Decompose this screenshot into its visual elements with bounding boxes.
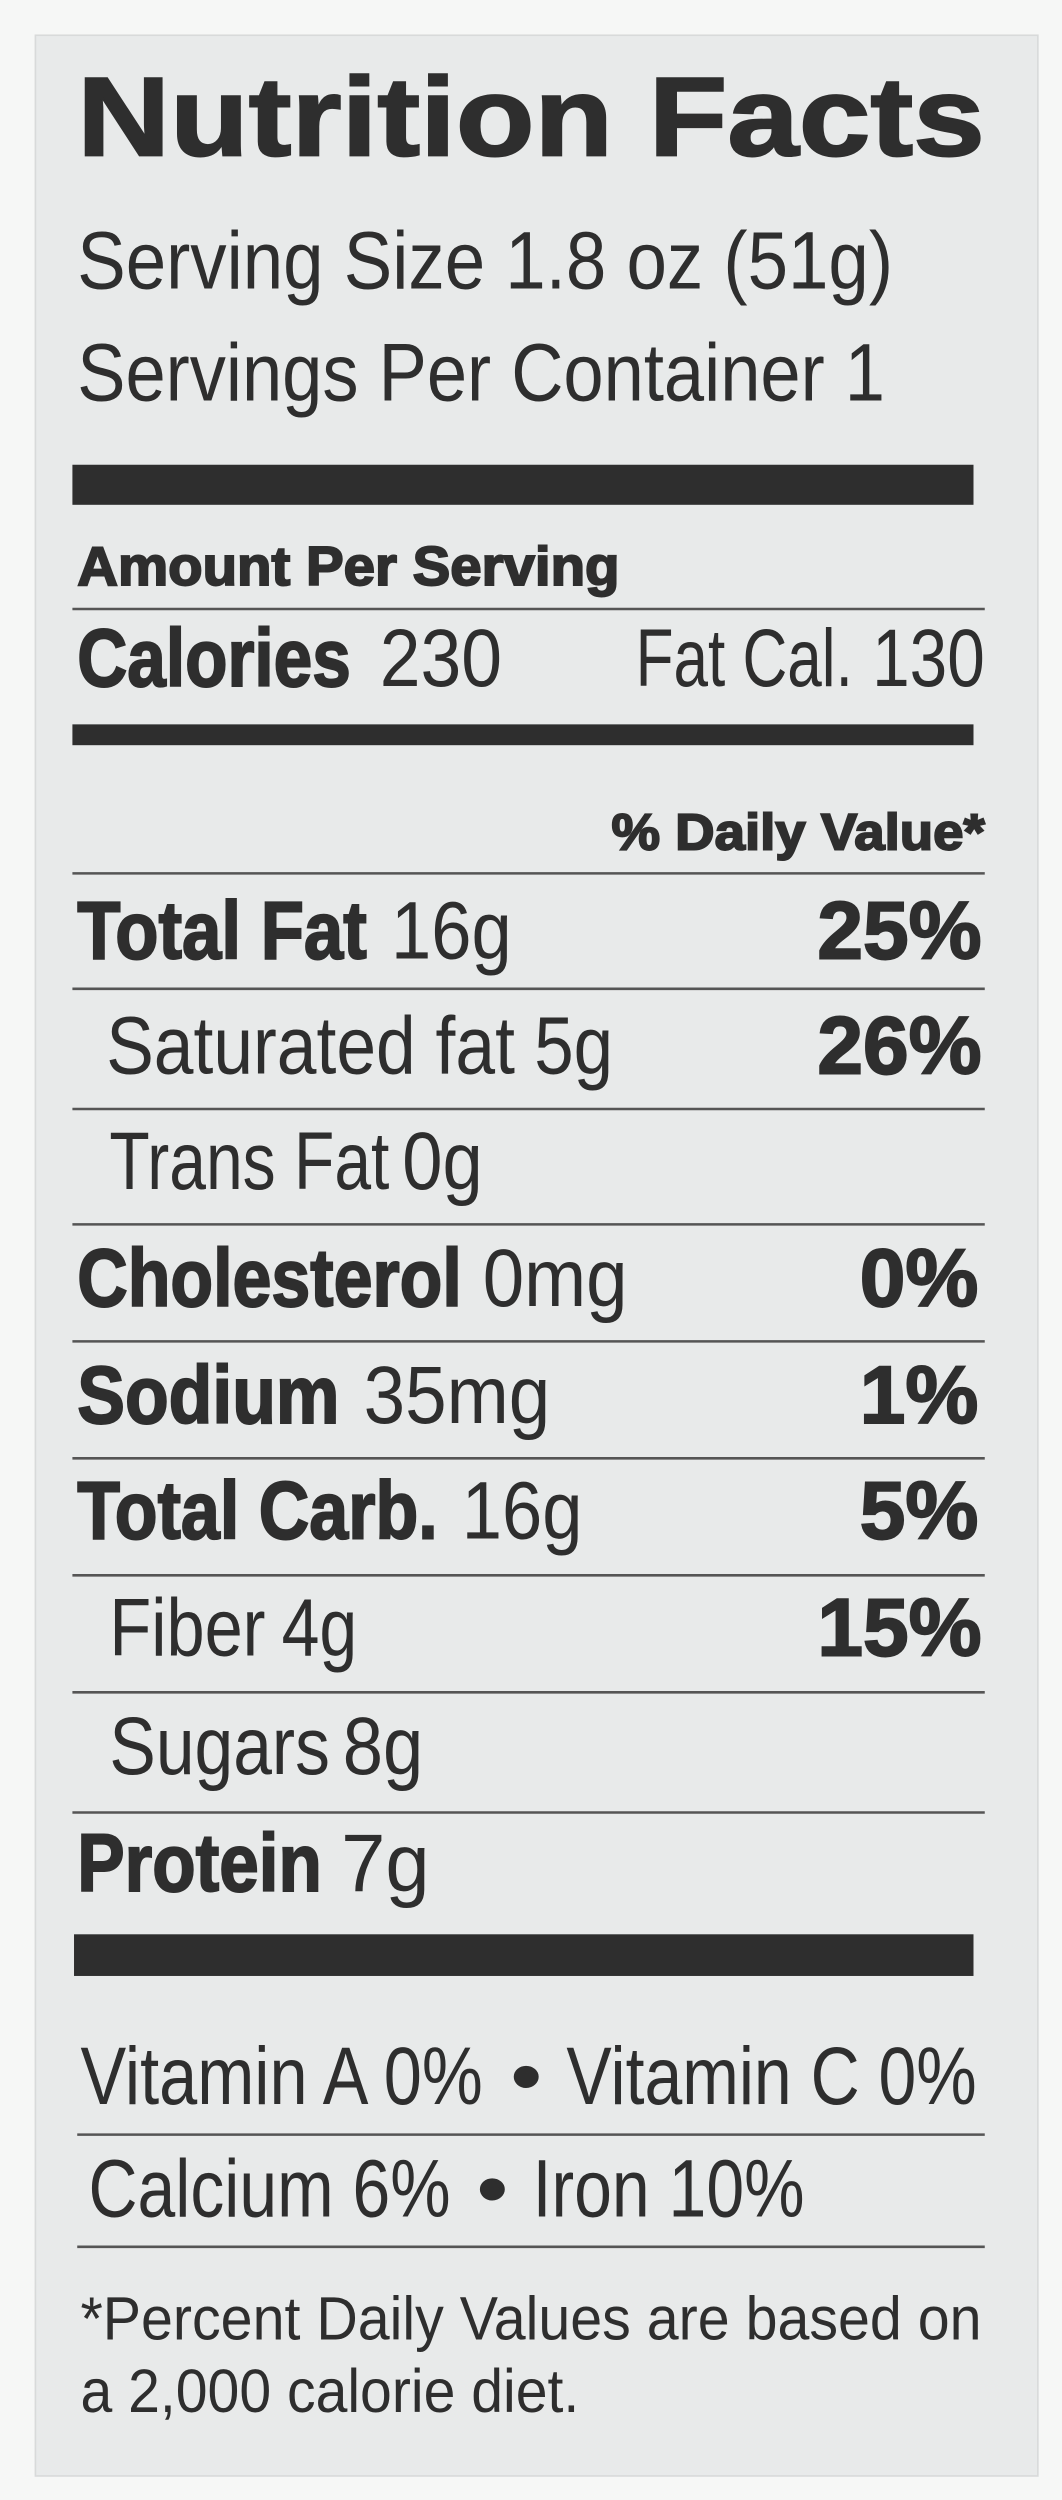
nutrient-amount: 16g: [391, 885, 512, 976]
nutrient-amount: 16g: [462, 1466, 583, 1557]
nutrient-name: Cholesterol: [77, 1233, 462, 1324]
nutrient-amount: 0mg: [483, 1233, 628, 1324]
daily-value: 1%: [860, 1350, 979, 1441]
nutrient-rows: Total Fat 16g 25% Saturated fat 5g 26% Trans F…: [72, 885, 985, 1910]
nutrient-name: Sugars: [109, 1701, 329, 1792]
thick-rule: [74, 1934, 974, 1976]
amount-per-serving: Amount Per Serving: [77, 536, 619, 597]
nutrient-name: Fiber: [109, 1583, 265, 1674]
footnote: *Percent Daily Values are based on: [80, 2285, 981, 2353]
nutrient-amount: 0g: [402, 1116, 482, 1207]
daily-value: 5%: [860, 1466, 979, 1557]
daily-value-header: % Daily Value*: [611, 802, 984, 860]
medium-rule: [72, 724, 974, 746]
panel: [34, 34, 1039, 2477]
servings-per-container: Servings Per Container 1: [77, 328, 885, 419]
nutrient-amount: 4g: [282, 1583, 358, 1674]
nutrient-name: Trans Fat: [109, 1116, 389, 1207]
nutrient-amount: 7g: [341, 1818, 430, 1909]
vitamin: Vitamin A 0%: [80, 2031, 482, 2122]
vitamin: Vitamin C 0%: [566, 2031, 976, 2122]
nutrient-name: Total Fat: [77, 885, 367, 976]
daily-value: 25%: [817, 885, 981, 976]
separator: •: [476, 2143, 508, 2234]
separator: •: [510, 2031, 542, 2122]
daily-value: 15%: [817, 1583, 981, 1674]
nutrient-amount: 5g: [534, 1001, 613, 1092]
calories-value: 230: [380, 613, 502, 704]
daily-value: 26%: [817, 1001, 981, 1092]
footnote: a 2,000 calorie diet.: [80, 2357, 579, 2425]
thick-rule: [72, 464, 974, 505]
nutrient-name: Saturated fat: [106, 1001, 515, 1092]
daily-value: 0%: [860, 1233, 979, 1324]
nutrient-name: Protein: [77, 1818, 322, 1909]
vitamin: Calcium 6%: [89, 2143, 451, 2234]
nutrient-amount: 8g: [343, 1701, 423, 1792]
title: Nutrition Facts: [77, 54, 985, 180]
serving-size: Serving Size 1.8 oz (51g): [77, 216, 893, 307]
calories-label: Calories: [77, 613, 351, 704]
vitamins: Vitamin A 0% • Vitamin C 0% Calcium 6% • Iron…: [80, 2031, 976, 2234]
nutrient-name: Sodium: [77, 1350, 339, 1441]
vitamin: Iron 10%: [533, 2143, 805, 2234]
nutrient-name: Total Carb.: [77, 1466, 437, 1557]
fat-calories-label: Fat Cal.: [636, 613, 853, 704]
nutrient-amount: 35mg: [364, 1350, 551, 1441]
fat-calories-value: 130: [872, 613, 985, 704]
